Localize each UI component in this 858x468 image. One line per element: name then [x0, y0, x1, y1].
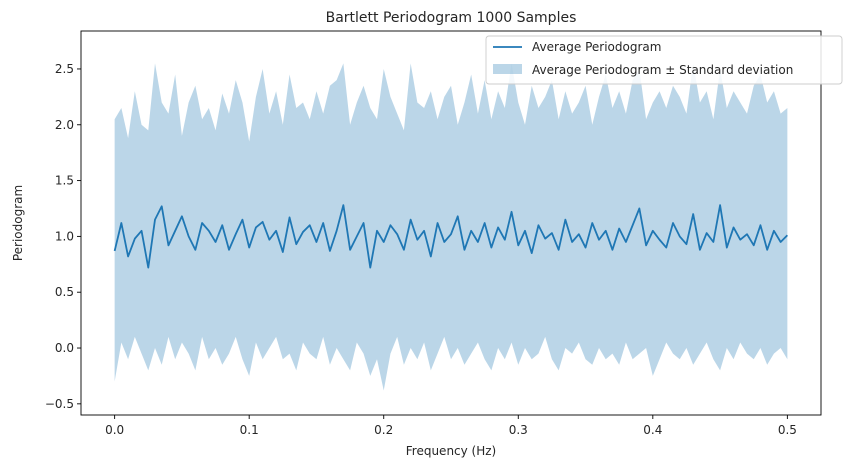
axes-frame: [80, 30, 822, 416]
average-periodogram-line: [113, 204, 788, 269]
plot-area: [113, 63, 788, 391]
y-tick-label: 2.5: [55, 62, 74, 76]
x-axis: 0.0 0.1 0.2 0.3 0.4 0.5: [105, 415, 797, 437]
y-axis: −0.5 0.0 0.5 1.0 1.5 2.0 2.5: [45, 62, 81, 411]
legend-label-average: Average Periodogram: [532, 40, 661, 54]
y-tick-label: 1.0: [55, 229, 74, 243]
x-tick-label: 0.1: [240, 423, 259, 437]
y-axis-label: Periodogram: [11, 185, 25, 261]
y-tick-label: 1.5: [55, 174, 74, 188]
y-tick-label: −0.5: [45, 397, 74, 411]
x-tick-label: 0.0: [105, 423, 124, 437]
legend-band-swatch: [493, 64, 522, 74]
std-deviation-band: [114, 63, 788, 391]
x-tick-label: 0.3: [509, 423, 528, 437]
x-axis-label: Frequency (Hz): [406, 444, 497, 458]
y-tick-label: 0.5: [55, 285, 74, 299]
x-tick-label: 0.5: [778, 423, 797, 437]
y-tick-label: 2.0: [55, 118, 74, 132]
chart-title: Bartlett Periodogram 1000 Samples: [326, 10, 577, 26]
legend: Average Periodogram Average Periodogram …: [485, 35, 843, 85]
y-tick-label: 0.0: [55, 341, 74, 355]
legend-label-band: Average Periodogram ± Standard deviation: [532, 63, 793, 77]
x-tick-label: 0.4: [643, 423, 662, 437]
legend-box: [485, 35, 843, 85]
x-tick-label: 0.2: [374, 423, 393, 437]
